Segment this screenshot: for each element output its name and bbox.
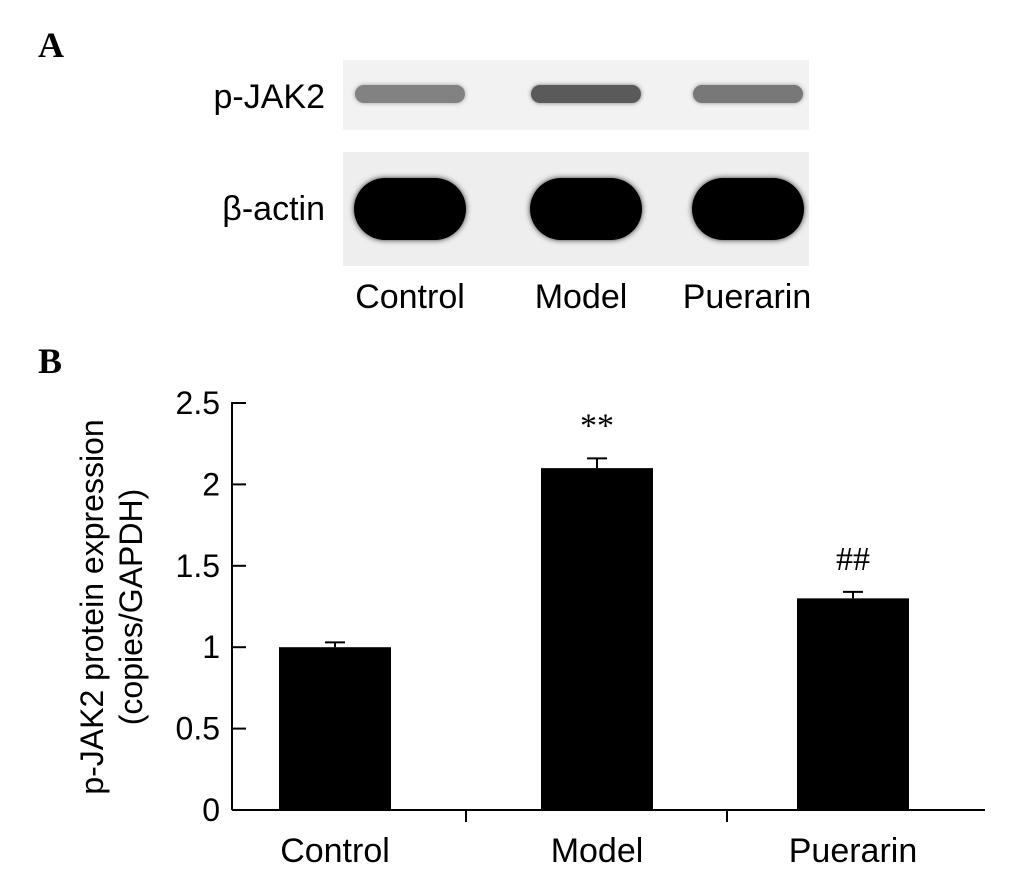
y-axis-label-line2: (copies/GAPDH) [113,489,149,726]
y-tick-label: 0.5 [176,711,220,747]
category-label: Puerarin [789,832,918,870]
bar-control [279,647,391,810]
y-axis-label-line1: p-JAK2 protein expression [74,419,110,794]
band-pjak2-control [355,85,465,103]
panel-a-letter: A [38,25,64,65]
y-tick-label: 1 [202,629,220,665]
band-pjak2-model [531,85,641,103]
bar-model [541,468,653,810]
significance-label: ** [580,407,614,444]
blot-label-beta-actin: β-actin [222,190,325,228]
y-tick-label: 0 [202,792,220,828]
y-tick-label: 2.5 [176,385,220,421]
significance-label: ## [836,541,870,578]
blot-label-pjak2: p-JAK2 [213,78,326,116]
y-tick-label: 2 [202,466,220,502]
chart-bars [279,457,909,810]
category-label: Model [551,832,644,870]
lane-label-control: Control [355,278,465,316]
panel-b-letter: B [38,341,63,381]
band-pjak2-puerarin [693,85,803,103]
bar-puerarin [797,598,909,810]
chart-labels: 0 0.5 1 1.5 2 2.5 Control ** Model ## Puerarin p-JA… [74,385,917,870]
band-actin-control [354,178,466,240]
lane-label-model: Model [534,278,628,316]
blot-strip-beta-actin [343,152,809,266]
lane-label-puerarin: Puerarin [682,278,812,316]
blot-strip-pjak2 [343,60,809,130]
band-actin-model [530,178,642,240]
category-label: Control [280,832,390,870]
y-tick-label: 1.5 [176,548,220,584]
band-actin-puerarin [692,178,804,240]
